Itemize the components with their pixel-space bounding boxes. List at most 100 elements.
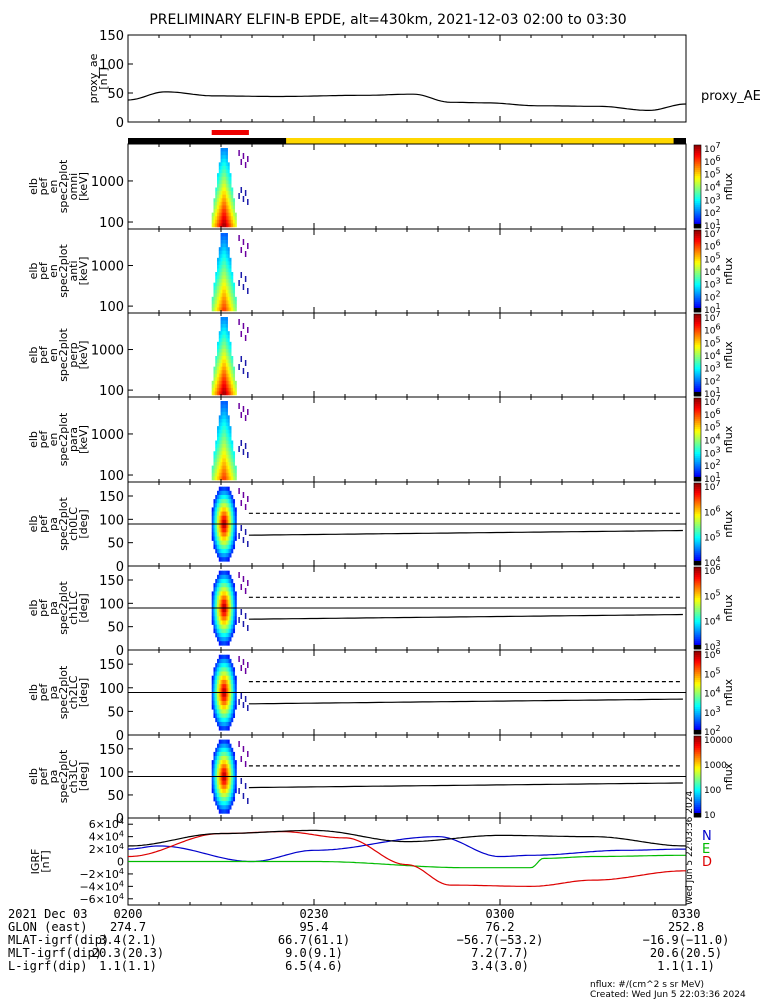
heatmap-cell [224,519,227,525]
heatmap-cell [215,679,218,685]
heatmap-cell [225,411,228,416]
heatmap-cell [211,507,214,512]
colorbar-cell [694,359,701,362]
heatmap-cell [220,671,223,677]
y-axis-label-line: pef [37,514,50,533]
heatmap-cell [213,212,216,217]
heatmap-cell [225,391,228,396]
heatmap-cell [224,209,227,213]
heatmap-cell [232,366,236,371]
colorbar-cell [694,234,701,237]
heatmap-cell [224,370,227,375]
heatmap-cell [217,772,220,777]
heatmap-cell [222,444,225,448]
heatmap-cell [247,751,249,757]
heatmap-cell [211,384,214,389]
heatmap-cell [211,296,214,301]
heatmap-cell [213,768,216,773]
heatmap-cell [217,616,220,621]
colorbar-cell [694,271,701,274]
y-tick-label: 150 [99,658,124,673]
heatmap-cell [213,696,216,702]
heatmap-cell [218,632,221,638]
heatmap-cell [227,165,230,170]
y-axis-label-line: spec2plot [57,328,70,382]
heatmap-cell [231,700,234,706]
heatmap-cell [218,418,221,423]
heatmap-cell [218,796,221,802]
heatmap-cell [229,632,232,638]
heatmap-cell [213,209,216,213]
heatmap-cell [224,429,227,434]
heatmap-cell [225,709,228,714]
heatmap-cell [222,293,225,298]
y-axis-label-line: en [47,433,60,447]
colorbar-cell [694,213,701,217]
heatmap-cell [213,387,216,392]
heatmap-cell [218,264,221,269]
heatmap-cell [218,587,221,592]
heatmap-cell [218,658,221,664]
heatmap-cell [222,148,225,152]
heatmap-cell [234,387,237,392]
heatmap-cell [220,324,223,328]
heatmap-cell [220,370,223,375]
heatmap-cell [218,671,221,677]
colorbar-frame [693,229,702,313]
heatmap-cell [232,595,236,601]
heatmap-cell [232,511,236,517]
heatmap-cell [224,418,227,423]
heatmap-cell [231,536,234,541]
heatmap-cell [229,216,232,221]
heatmap-cell [220,696,223,702]
heatmap-cell [224,243,227,248]
heatmap-cell [227,426,230,431]
colorbar-cell [694,542,701,545]
heatmap-cell [227,348,230,353]
heatmap-cell [220,476,223,481]
heatmap-cell [220,380,223,385]
heatmap-cell [224,219,227,224]
heatmap-cell [220,236,223,241]
heatmap-cell [225,675,228,681]
heatmap-cell [232,700,236,706]
heatmap-cell [217,747,220,753]
heatmap-cell [225,327,228,332]
heatmap-cell [229,176,232,181]
heatmap-cell [220,507,223,512]
heatmap-cell [229,801,232,806]
heatmap-cell [225,805,228,810]
heatmap-cell [220,444,223,448]
heatmap-cell [231,503,234,508]
heatmap-cell [229,616,232,621]
heatmap-cell [224,359,227,364]
heatmap-cell [231,391,234,396]
heatmap-cell [220,654,223,660]
colorbar-cell [694,750,701,753]
heatmap-cell [215,296,218,301]
colorbar-cell [694,147,701,150]
heatmap-cell [220,608,223,613]
heatmap-cell [220,327,223,332]
x-tick-label: 0330 [672,907,701,921]
heatmap-cell [232,462,236,466]
heatmap-cell [218,654,221,660]
y-axis-label-line: pef [37,261,50,280]
heatmap-cell [242,793,245,799]
heatmap-cell [211,599,214,605]
colorbar-cell [694,203,701,206]
heatmap-cell [224,404,227,409]
heatmap-cell [218,628,221,634]
y-tick-label: 1000 [91,175,124,190]
colorbar-tick-label: 105 [704,530,721,544]
heatmap-cell [231,300,234,305]
heatmap-cell [222,151,225,156]
colorbar-cell [694,297,701,301]
heatmap-cell [234,536,237,541]
heatmap-cell [222,384,225,389]
heatmap-cell [225,155,228,160]
heatmap-cell [225,447,228,452]
colorbar-cell [694,472,701,476]
heatmap-cell [218,366,221,371]
colorbar-cell [694,474,701,478]
